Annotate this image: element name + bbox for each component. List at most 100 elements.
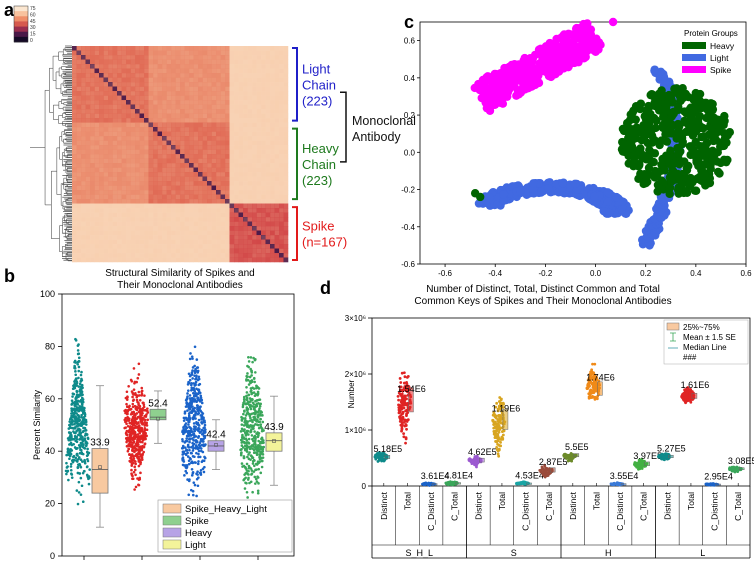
heatmap-cell — [175, 194, 181, 200]
heatmap-cell — [166, 68, 172, 74]
heatmap-cell — [207, 104, 212, 110]
heatmap-cell — [238, 73, 244, 78]
heatmap-cell — [238, 77, 244, 83]
heatmap-cell — [171, 163, 176, 168]
heatmap-cell — [108, 127, 113, 132]
heatmap-cell — [135, 118, 140, 123]
heatmap-cell — [180, 113, 185, 119]
heatmap-cell — [108, 190, 113, 195]
heatmap-cell — [94, 68, 100, 74]
heatmap-cell — [211, 244, 217, 249]
heatmap-cell — [108, 239, 113, 245]
heatmap-cell — [148, 212, 154, 218]
heatmap-cell — [234, 50, 239, 56]
heatmap-cell — [90, 77, 95, 83]
heatmap-cell — [225, 181, 230, 186]
heatmap-cell — [198, 235, 203, 240]
y-tick-label: 20 — [45, 499, 55, 509]
heatmap-cell — [216, 257, 221, 263]
heatmap-cell — [283, 221, 289, 227]
heatmap-cell — [72, 140, 77, 146]
heatmap-cell — [121, 136, 127, 141]
heatmap-cell — [121, 100, 127, 105]
heatmap-cell — [148, 194, 154, 200]
heatmap-cell — [144, 46, 149, 51]
heatmap-cell — [166, 158, 172, 164]
heatmap-cell — [103, 127, 109, 132]
heatmap-cell — [211, 158, 217, 164]
heatmap-cell — [193, 149, 199, 155]
data-point — [128, 440, 132, 444]
heatmap-cell — [148, 253, 154, 258]
data-point — [254, 358, 257, 361]
box — [91, 448, 109, 494]
heatmap-cell — [202, 194, 208, 200]
data-point — [126, 449, 130, 453]
data-point — [188, 456, 192, 460]
heatmap-cell — [130, 226, 136, 231]
heatmap-cell — [148, 163, 154, 168]
heatmap-cell — [283, 208, 289, 213]
heatmap-cell — [238, 194, 244, 200]
heatmap-cell — [216, 239, 221, 245]
heatmap-cell — [220, 100, 226, 105]
heatmap-cell — [225, 158, 230, 164]
heatmap-cell — [126, 217, 131, 222]
heatmap-cell — [211, 46, 217, 51]
heatmap-cell — [90, 185, 95, 191]
heatmap-cell — [162, 194, 167, 200]
data-point — [188, 357, 192, 361]
heatmap-cell — [90, 203, 95, 209]
heatmap-cell — [139, 68, 145, 74]
heatmap-cell — [76, 91, 82, 96]
data-point — [198, 441, 202, 445]
data-point — [133, 465, 136, 469]
heatmap-cell — [153, 82, 158, 87]
heatmap-cell — [261, 181, 266, 186]
heatmap-cell — [184, 104, 190, 110]
heatmap-cell — [166, 145, 172, 150]
heatmap-cell — [225, 239, 230, 245]
heatmap-cell — [126, 149, 131, 155]
data-point — [201, 432, 205, 435]
heatmap-cell — [108, 235, 113, 240]
heatmap-cell — [216, 131, 221, 137]
heatmap-cell — [103, 136, 109, 141]
heatmap-cell — [261, 59, 266, 65]
heatmap-cell — [117, 140, 122, 146]
y-tick-label: -0.2 — [401, 186, 415, 195]
heatmap-cell — [108, 212, 113, 218]
heatmap-cell — [171, 86, 176, 92]
heatmap-cell — [211, 176, 217, 182]
heatmap-cell — [234, 158, 239, 164]
data-point — [244, 481, 247, 485]
heatmap-cell — [94, 158, 100, 164]
heatmap-cell — [130, 239, 136, 245]
heatmap-cell — [108, 77, 113, 83]
data-point — [191, 444, 195, 448]
heatmap-cell — [99, 190, 104, 195]
heatmap-cell — [184, 145, 190, 150]
heatmap-cell — [247, 127, 253, 132]
data-point — [77, 352, 81, 356]
heatmap-cell — [112, 122, 118, 128]
data-point — [195, 366, 199, 369]
heatmap-cell — [121, 64, 127, 69]
heatmap-cell — [166, 199, 172, 204]
heatmap-cell — [184, 235, 190, 240]
heatmap-cell — [166, 203, 172, 209]
data-point — [184, 446, 187, 449]
heatmap-cell — [153, 230, 158, 236]
data-point — [192, 446, 195, 450]
legend-swatch — [162, 539, 182, 550]
heatmap-cell — [135, 154, 140, 159]
heatmap-cell — [247, 82, 253, 87]
heatmap-cell — [139, 154, 145, 159]
heatmap-cell — [171, 154, 176, 159]
x-tick-label: 0.4 — [690, 269, 702, 278]
heatmap-cell — [153, 208, 158, 213]
heatmap-cell — [256, 244, 262, 249]
heatmap-cell — [189, 230, 194, 236]
data-point — [65, 466, 69, 469]
heatmap-cell — [166, 95, 172, 101]
